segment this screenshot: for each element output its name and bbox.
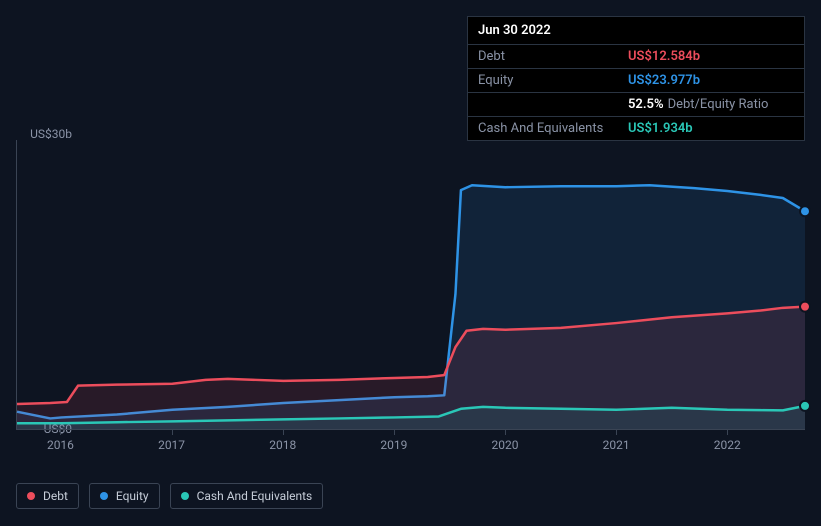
tooltip-row-label: Equity	[478, 73, 628, 88]
tooltip-row-value: US$23.977b	[628, 73, 700, 88]
chart-legend: Debt Equity Cash And Equivalents	[16, 483, 323, 509]
x-tick-label: 2020	[491, 438, 518, 452]
legend-label: Equity	[116, 489, 149, 503]
tooltip-row: 52.5% Debt/Equity Ratio	[468, 93, 804, 117]
x-tick-label: 2022	[714, 438, 741, 452]
tooltip-row: EquityUS$23.977b	[468, 69, 804, 93]
x-tick-label: 2021	[603, 438, 630, 452]
y-axis-label-max: US$30b	[22, 127, 72, 141]
x-tick-label: 2017	[158, 438, 185, 452]
x-tick-mark	[283, 429, 284, 435]
tooltip-ratio-label: Debt/Equity Ratio	[668, 97, 769, 112]
x-tick-mark	[172, 429, 173, 435]
x-tick-mark	[60, 429, 61, 435]
x-tick-mark	[505, 429, 506, 435]
tooltip-ratio-pct: 52.5%	[628, 97, 664, 112]
legend-label: Debt	[43, 489, 68, 503]
series-end-dot-equity	[800, 206, 810, 216]
legend-dot-icon	[27, 492, 35, 500]
legend-dot-icon	[100, 492, 108, 500]
plot-area[interactable]	[16, 140, 805, 430]
series-end-dot-cash-and-equivalents	[800, 401, 810, 411]
tooltip-row: DebtUS$12.584b	[468, 45, 804, 69]
legend-item-debt[interactable]: Debt	[16, 483, 79, 509]
legend-dot-icon	[181, 492, 189, 500]
tooltip-row-label	[478, 97, 628, 112]
legend-item-cash-and-equivalents[interactable]: Cash And Equivalents	[170, 483, 324, 509]
tooltip-row-label: Debt	[478, 49, 628, 64]
x-tick-label: 2016	[47, 438, 74, 452]
tooltip-date: Jun 30 2022	[468, 17, 804, 45]
series-end-dot-debt	[800, 302, 810, 312]
x-tick-label: 2018	[269, 438, 296, 452]
x-tick-mark	[727, 429, 728, 435]
legend-label: Cash And Equivalents	[197, 489, 313, 503]
x-axis: 2016 2017 2018 2019 2020 2021 2022	[16, 432, 805, 452]
x-tick-mark	[616, 429, 617, 435]
tooltip-row-value: US$12.584b	[628, 49, 700, 64]
debt-equity-chart: US$30b US$0 2016201720182019202020212022	[16, 120, 805, 450]
legend-item-equity[interactable]: Equity	[89, 483, 160, 509]
chart-tooltip: Jun 30 2022 DebtUS$12.584bEquityUS$23.97…	[467, 16, 805, 141]
x-tick-mark	[394, 429, 395, 435]
tooltip-row-value: US$1.934b	[628, 121, 693, 136]
tooltip-row: Cash And EquivalentsUS$1.934b	[468, 117, 804, 140]
x-tick-label: 2019	[380, 438, 407, 452]
tooltip-row-label: Cash And Equivalents	[478, 121, 628, 136]
